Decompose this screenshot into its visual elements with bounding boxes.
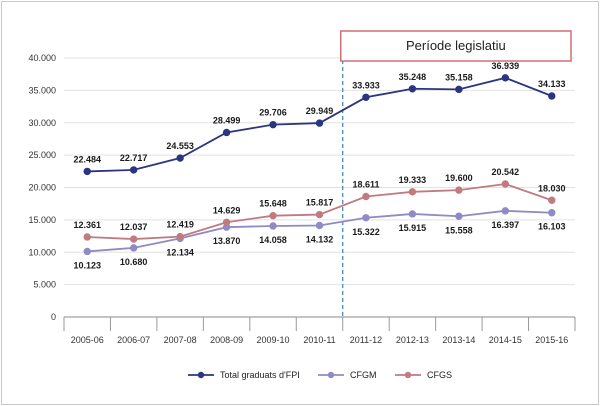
data-point bbox=[222, 128, 231, 137]
x-tick-label: 2011-12 bbox=[350, 335, 382, 345]
data-label: 15.322 bbox=[352, 227, 380, 237]
data-label: 34.133 bbox=[538, 79, 566, 89]
data-point bbox=[408, 210, 417, 218]
data-point bbox=[548, 92, 556, 100]
data-point bbox=[455, 85, 463, 94]
x-tick-label: 2010-11 bbox=[303, 335, 335, 345]
data-label: 29.706 bbox=[259, 108, 287, 118]
data-point bbox=[548, 196, 556, 204]
x-tick-label: 2007-08 bbox=[164, 335, 197, 345]
data-point bbox=[501, 207, 510, 215]
data-label: 15.915 bbox=[399, 223, 427, 233]
data-point bbox=[83, 247, 91, 256]
data-point bbox=[455, 186, 463, 194]
legend-swatch-marker bbox=[327, 371, 335, 379]
data-point bbox=[362, 192, 370, 201]
data-label: 29.949 bbox=[306, 106, 334, 116]
y-tick-label: 0 bbox=[51, 312, 56, 322]
data-label: 14.629 bbox=[213, 205, 241, 215]
data-point bbox=[362, 214, 370, 222]
data-label: 19.600 bbox=[445, 173, 473, 183]
data-label: 22.717 bbox=[120, 153, 148, 163]
y-tick-label: 5.000 bbox=[33, 280, 56, 290]
period-annotation-box bbox=[339, 30, 572, 62]
data-label: 35.248 bbox=[399, 72, 427, 82]
legend-label: Total graduats d'FPI bbox=[220, 370, 300, 380]
data-point bbox=[501, 74, 510, 82]
data-point bbox=[269, 120, 277, 129]
y-tick-label: 10.000 bbox=[28, 247, 56, 257]
data-label: 10.123 bbox=[73, 260, 101, 270]
data-point bbox=[315, 119, 324, 127]
data-point bbox=[176, 232, 184, 241]
data-label: 20.542 bbox=[492, 167, 520, 177]
data-point bbox=[129, 244, 138, 252]
data-label: 16.103 bbox=[538, 222, 566, 232]
data-point bbox=[315, 221, 324, 230]
data-label: 12.134 bbox=[166, 247, 194, 257]
data-label: 14.132 bbox=[306, 234, 334, 244]
data-point bbox=[269, 222, 277, 230]
legend-swatch-marker bbox=[197, 371, 205, 379]
y-tick-label: 30.000 bbox=[28, 118, 56, 128]
x-tick-label: 2008-09 bbox=[210, 335, 243, 345]
data-label: 13.870 bbox=[213, 236, 241, 246]
data-point bbox=[408, 188, 417, 196]
data-label: 15.648 bbox=[259, 199, 287, 209]
data-label: 22.484 bbox=[73, 154, 101, 164]
x-tick-label: 2006-07 bbox=[117, 335, 150, 345]
data-label: 18.611 bbox=[352, 179, 379, 189]
data-label: 33.933 bbox=[352, 80, 380, 90]
legend-label: CFGS bbox=[427, 370, 452, 380]
data-point bbox=[176, 154, 184, 162]
period-annotation-label: Període legislatiu bbox=[406, 38, 506, 53]
data-label: 35.158 bbox=[445, 72, 473, 82]
x-tick-label: 2009-10 bbox=[257, 335, 290, 345]
data-point bbox=[548, 209, 556, 217]
data-point bbox=[269, 211, 277, 220]
y-tick-label: 35.000 bbox=[28, 85, 56, 95]
x-tick-label: 2005-06 bbox=[71, 335, 104, 345]
data-label: 14.058 bbox=[259, 235, 287, 245]
data-point bbox=[408, 85, 417, 93]
data-label: 36.939 bbox=[492, 61, 520, 71]
data-label: 12.037 bbox=[120, 222, 148, 232]
data-point bbox=[455, 212, 463, 220]
data-label: 15.817 bbox=[306, 198, 334, 208]
y-tick-label: 15.000 bbox=[28, 215, 56, 225]
y-tick-label: 25.000 bbox=[28, 150, 56, 160]
data-label: 12.361 bbox=[73, 220, 101, 230]
data-point bbox=[362, 93, 370, 101]
data-label: 12.419 bbox=[166, 220, 194, 230]
data-point bbox=[315, 210, 324, 219]
x-tick-label: 2014-15 bbox=[489, 335, 522, 345]
data-point bbox=[222, 218, 231, 226]
data-label: 19.333 bbox=[399, 175, 427, 185]
legend-label: CFGM bbox=[350, 370, 377, 380]
data-point bbox=[83, 233, 91, 241]
x-tick-label: 2015-16 bbox=[535, 335, 568, 345]
data-point bbox=[83, 167, 91, 176]
data-label: 28.499 bbox=[213, 115, 241, 125]
data-point bbox=[129, 166, 138, 174]
legend-swatch-marker bbox=[404, 371, 412, 379]
data-label: 18.030 bbox=[538, 183, 566, 193]
data-point bbox=[501, 180, 510, 188]
x-tick-label: 2013-14 bbox=[442, 335, 475, 345]
data-label: 24.553 bbox=[166, 141, 194, 151]
x-tick-label: 2012-13 bbox=[396, 335, 429, 345]
data-label: 10.680 bbox=[120, 257, 148, 267]
data-label: 15.558 bbox=[445, 225, 473, 235]
y-tick-label: 40.000 bbox=[28, 53, 56, 63]
data-point bbox=[129, 235, 138, 243]
data-label: 16.397 bbox=[492, 220, 520, 230]
y-tick-label: 20.000 bbox=[28, 183, 56, 193]
